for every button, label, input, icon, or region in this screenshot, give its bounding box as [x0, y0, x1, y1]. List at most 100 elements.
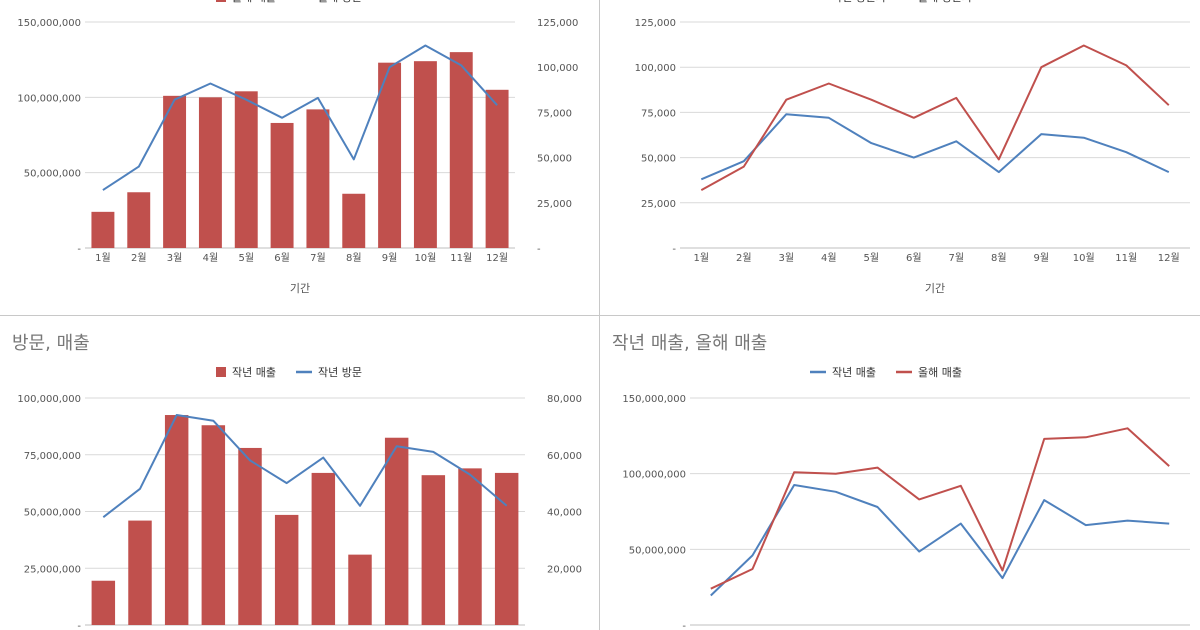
y-left-tick-label: 150,000,000 [622, 394, 686, 405]
y-right-tick-label: 125,000 [537, 18, 578, 29]
chart-panel-visits-revenue-last-year: 방문, 매출 - 25,000,000 50,000,000 75,000,000 100… [0, 315, 600, 630]
x-tick-label: 3월 [167, 252, 183, 264]
legend-label: 올해 방문자 [918, 0, 972, 4]
x-axis-title: 기간 [925, 282, 945, 295]
bar [91, 580, 116, 625]
x-tick-label: 11월 [450, 252, 472, 264]
chart-title: 작년 매출, 올해 매출 [612, 333, 767, 354]
y-left-tick-label: - [77, 244, 81, 255]
bar [306, 109, 330, 249]
x-tick-label: 6월 [274, 252, 290, 264]
bar [201, 425, 226, 625]
bar [449, 52, 473, 249]
bar [238, 447, 262, 625]
legend-label: 작년 방문 [318, 366, 362, 379]
chart-svg: - 50,000,000 100,000,000 150,000,000 - 25,000… [17, 0, 578, 295]
y-left-tick-label: 100,000,000 [17, 93, 81, 104]
legend-label: 작년 매출 [232, 366, 276, 379]
chart-title: 방문, 매출 [12, 333, 90, 354]
x-tick-label: 1월 [95, 252, 111, 264]
chart-svg: 방문, 매출 - 25,000,000 50,000,000 75,000,000 100… [12, 333, 582, 630]
x-tick-label: 5월 [238, 252, 254, 264]
legend-label: 올해 매출 [232, 0, 276, 4]
x-tick-label: 11월 [1115, 252, 1137, 264]
y-right-tick-label: 40,000 [547, 508, 582, 519]
bar [163, 95, 187, 249]
bar [342, 193, 366, 248]
y-left-tick-label: - [682, 621, 686, 630]
chart-panel-visits-revenue-this-year: - 50,000,000 100,000,000 150,000,000 - 25,000… [0, 0, 600, 315]
y-left-tick-label: 25,000,000 [24, 564, 81, 575]
y-left-tick-label: 50,000,000 [24, 169, 81, 180]
bar [127, 192, 151, 248]
x-tick-label: 9월 [382, 252, 398, 264]
y-right-tick-label: 75,000 [537, 108, 572, 119]
bar [421, 475, 446, 625]
x-tick-label: 10월 [1073, 252, 1095, 264]
y-right-tick-label: - [537, 244, 541, 255]
bar [198, 97, 222, 248]
x-tick-label: 3월 [778, 252, 794, 264]
y-left-tick-label: - [77, 621, 81, 630]
bar [485, 89, 509, 248]
series-line [710, 427, 1170, 590]
x-axis-title: 기간 [290, 282, 310, 295]
legend-label: 올해 방문 [318, 0, 362, 4]
x-tick-label: 9월 [1033, 252, 1049, 264]
legend-label: 올해 매출 [918, 365, 962, 379]
series-line [102, 414, 508, 518]
series-line [700, 113, 1170, 181]
panel-divider-horizontal [0, 315, 1200, 316]
bar [348, 554, 372, 625]
y-left-tick-label: 75,000,000 [24, 451, 81, 462]
bar [270, 122, 294, 248]
series-line [710, 484, 1170, 597]
y-left-tick-label: 25,000 [641, 199, 676, 210]
x-tick-label: 10월 [414, 252, 436, 264]
y-right-tick-label: 20,000 [547, 564, 582, 575]
y-right-tick-label: 50,000 [537, 154, 572, 165]
y-left-tick-label: 50,000,000 [24, 508, 81, 519]
bar [384, 437, 409, 625]
bar [128, 520, 152, 625]
y-left-tick-label: 100,000,000 [622, 470, 686, 481]
y-right-tick-label: 25,000 [537, 199, 572, 210]
x-tick-label: 2월 [736, 252, 752, 264]
chart-panel-revenue-comparison: 작년 매출, 올해 매출 - 50,000,000 100,000,000 150,00… [600, 315, 1200, 630]
x-tick-label: 1월 [693, 252, 709, 264]
x-tick-label: 12월 [1158, 252, 1180, 264]
series-line [102, 44, 498, 191]
y-left-tick-label: 100,000,000 [17, 394, 81, 405]
y-right-tick-label: 80,000 [547, 394, 582, 405]
legend-label: 작년 방문자 [832, 0, 886, 4]
y-right-tick-label: 60,000 [547, 451, 582, 462]
bar [234, 91, 258, 248]
legend-swatch-bar [216, 0, 226, 2]
x-tick-label: 7월 [948, 252, 964, 264]
bar [378, 62, 402, 249]
y-left-tick-label: 150,000,000 [17, 18, 81, 29]
chart-panel-visitors-comparison: - 25,000 50,000 75,000 100,000 125,000 1월 2월 3월 4… [600, 0, 1200, 315]
x-tick-label: 6월 [906, 252, 922, 264]
x-tick-label: 4월 [821, 252, 837, 264]
y-left-tick-label: 50,000,000 [629, 545, 686, 556]
chart-svg: - 25,000 50,000 75,000 100,000 125,000 1월 2월 3월 4… [635, 0, 1190, 295]
x-tick-label: 7월 [310, 252, 326, 264]
x-tick-label: 12월 [486, 252, 508, 264]
bar [164, 415, 189, 625]
bar [274, 514, 299, 625]
bar [494, 472, 519, 625]
chart-svg: 작년 매출, 올해 매출 - 50,000,000 100,000,000 150,00… [612, 333, 1190, 630]
x-tick-label: 2월 [131, 252, 147, 264]
x-tick-label: 4월 [203, 252, 219, 264]
y-right-tick-label: 100,000 [537, 63, 578, 74]
bar [91, 211, 115, 248]
legend-swatch-bar [216, 367, 226, 377]
x-tick-label: 8월 [346, 252, 362, 264]
x-tick-label: 8월 [991, 252, 1007, 264]
series-line [700, 44, 1170, 191]
bar [311, 472, 336, 625]
y-left-tick-label: 50,000 [641, 154, 676, 165]
legend-label: 작년 매출 [832, 366, 876, 379]
y-left-tick-label: - [672, 244, 676, 255]
